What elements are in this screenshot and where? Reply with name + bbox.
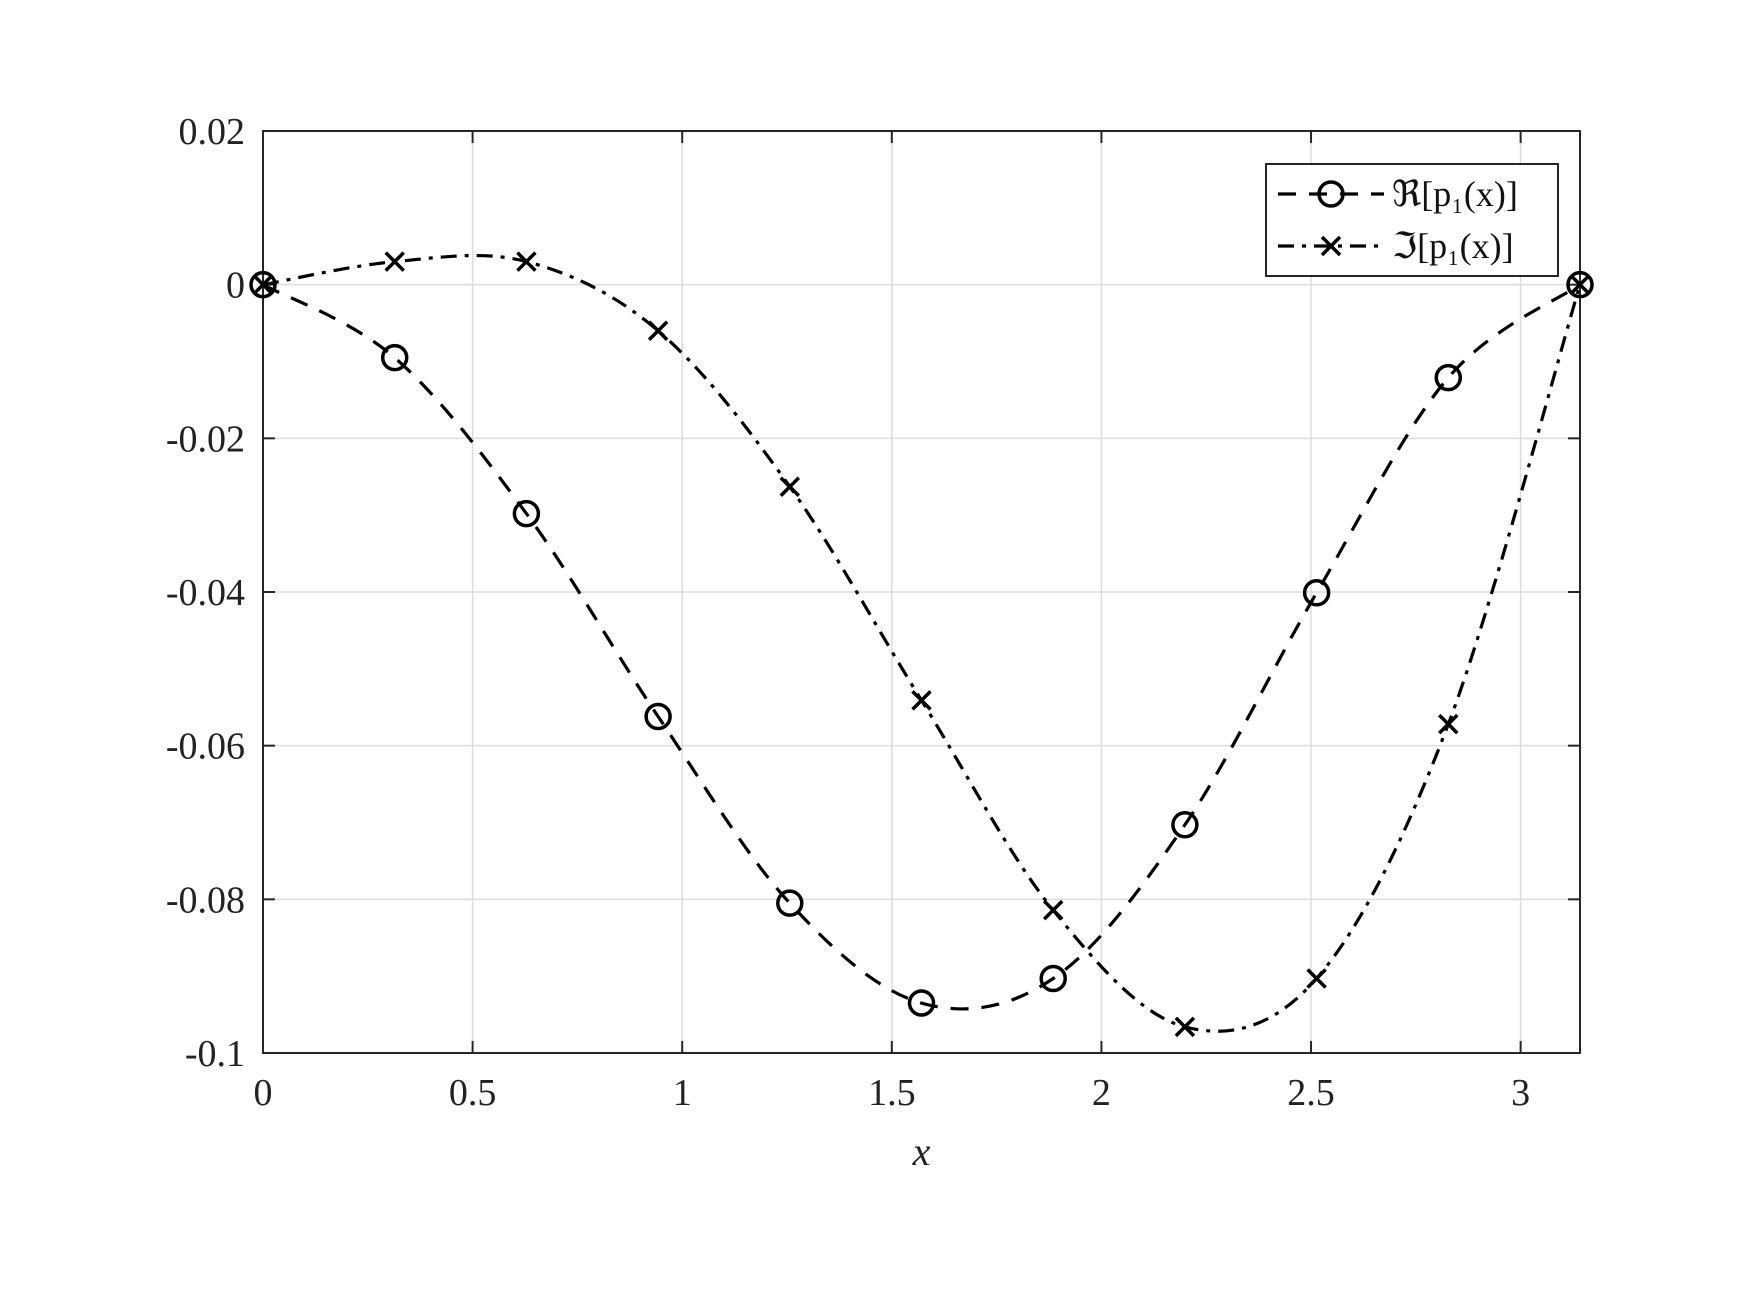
data-point-circle (644, 702, 672, 731)
series-2 (252, 251, 1591, 1038)
legend-label: ℜ[p₁(x)] (1392, 174, 1518, 214)
y-tick-label: -0.02 (166, 418, 245, 460)
legend: ℜ[p₁(x)] ℑ[p₁(x)] (1265, 163, 1559, 277)
data-point-x (1174, 1016, 1196, 1038)
legend-label: ℑ[p₁(x)] (1392, 226, 1514, 266)
legend-box (1265, 163, 1559, 277)
data-point-x (911, 690, 932, 711)
series-group (249, 251, 1594, 1038)
y-tick-label: -0.08 (166, 879, 245, 921)
axis-ticks (262, 130, 1580, 1054)
x-tick-label: 1.5 (868, 1072, 916, 1114)
legend-marker (1317, 180, 1345, 208)
series-line (262, 283, 1581, 1011)
data-point-circle (512, 499, 541, 528)
x-tick-label: 0.5 (449, 1072, 497, 1114)
data-point-circle (380, 343, 409, 372)
x-tick-label: 2.5 (1287, 1072, 1335, 1114)
x-tick-label: 0 (254, 1072, 273, 1114)
data-point-x (1438, 713, 1459, 735)
data-point-x (1042, 899, 1064, 921)
data-point-x (516, 251, 537, 272)
y-tick-label: -0.06 (166, 726, 245, 768)
x-tick-label: 2 (1092, 1072, 1111, 1114)
series-line (262, 253, 1582, 1033)
x-tick-label: 3 (1511, 1072, 1530, 1114)
data-point-circle (1566, 270, 1594, 299)
data-point-x (647, 320, 669, 342)
y-tick-label: 0 (226, 265, 245, 307)
data-point-circle (1171, 811, 1199, 839)
y-tick-label: -0.04 (166, 572, 245, 614)
y-tick-labels: 0.02 0 -0.02 -0.04 -0.06 -0.08 -0.1 (166, 111, 245, 1075)
series-1 (249, 270, 1594, 1017)
y-tick-label: 0.02 (179, 111, 246, 153)
legend-item: ℜ[p₁(x)] (1278, 174, 1518, 214)
data-point-circle (1302, 579, 1331, 607)
data-point-x (252, 274, 274, 295)
data-point-circle (907, 989, 936, 1017)
legend-marker (1320, 235, 1342, 257)
data-point-circle (249, 270, 277, 299)
data-point-circle (1039, 964, 1067, 993)
data-point-circle (1434, 363, 1463, 392)
data-point-circle (776, 889, 804, 917)
x-tick-label: 1 (673, 1072, 692, 1114)
data-point-x (1306, 968, 1327, 989)
x-tick-labels: 0 0.5 1 1.5 2 2.5 3 (254, 1072, 1531, 1114)
legend-item: ℑ[p₁(x)] (1278, 226, 1514, 266)
x-axis-label: x (912, 1129, 931, 1174)
data-point-x (779, 476, 801, 497)
data-point-x (384, 251, 405, 272)
y-tick-label: -0.1 (185, 1033, 245, 1075)
data-point-x (1569, 274, 1591, 295)
